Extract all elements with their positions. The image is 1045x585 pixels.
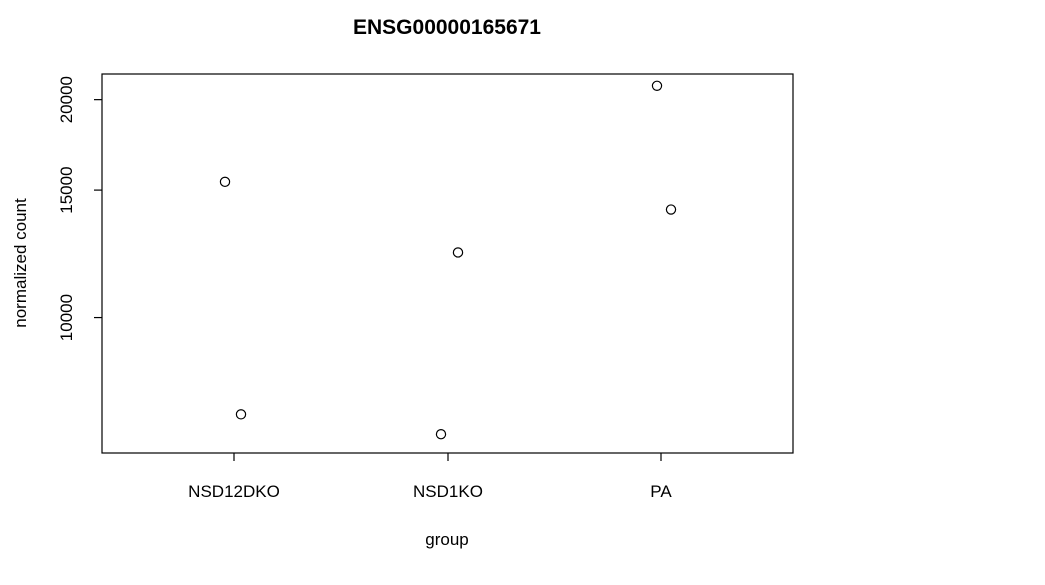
data-point — [235, 409, 247, 420]
data-point — [665, 204, 677, 215]
y-tick-label: 15000 — [57, 166, 76, 213]
y-axis: 10000 15000 20000 — [57, 76, 102, 341]
data-points — [219, 80, 677, 440]
y-tick-label: 20000 — [57, 76, 76, 123]
x-tick-label: NSD12DKO — [188, 482, 280, 501]
chart-title: ENSG00000165671 — [353, 16, 541, 39]
y-axis-label: normalized count — [11, 198, 30, 328]
plot-frame — [101, 73, 794, 454]
x-tick-label: NSD1KO — [413, 482, 483, 501]
x-axis-label: group — [425, 530, 468, 549]
y-tick-label: 10000 — [57, 294, 76, 341]
data-point — [651, 80, 663, 92]
x-tick-label: PA — [650, 482, 672, 501]
data-point — [435, 429, 447, 440]
data-point — [452, 247, 464, 258]
data-point — [219, 176, 231, 188]
x-axis: NSD12DKO NSD1KO PA — [188, 453, 672, 501]
